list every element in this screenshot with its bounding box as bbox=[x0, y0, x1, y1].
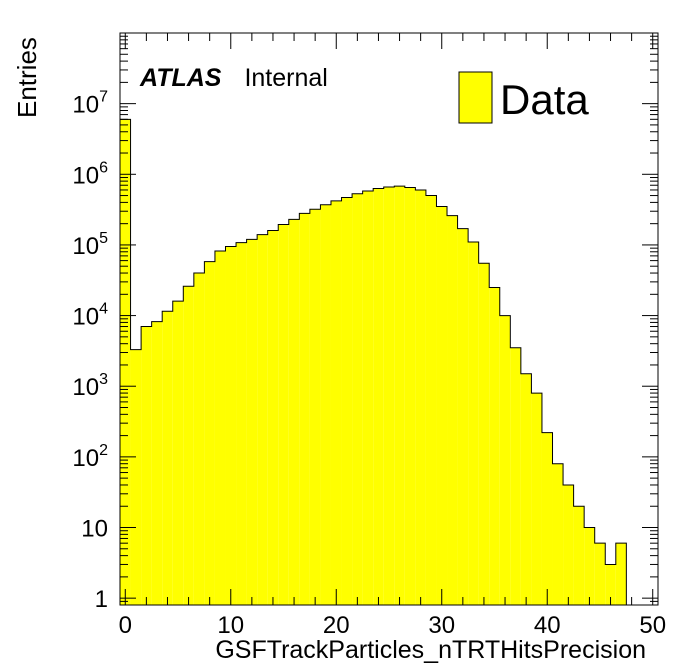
histogram-bar bbox=[520, 373, 532, 605]
histogram-bar bbox=[425, 195, 437, 605]
y-tick-label: 106 bbox=[72, 159, 108, 189]
histogram-bar bbox=[341, 197, 353, 605]
histogram-bar bbox=[225, 246, 237, 605]
histogram-bar bbox=[436, 206, 448, 605]
histogram-bar bbox=[594, 543, 606, 605]
y-tick-label: 102 bbox=[72, 442, 108, 472]
atlas-label-main: ATLAS bbox=[139, 64, 222, 92]
histogram-bar bbox=[541, 432, 553, 605]
y-axis-label: Entries bbox=[12, 37, 42, 118]
histogram-bar bbox=[531, 393, 542, 605]
histogram-bar bbox=[383, 187, 395, 605]
histogram-bar bbox=[204, 261, 215, 605]
histogram-bar bbox=[362, 191, 374, 605]
histogram-bar bbox=[183, 286, 194, 605]
atlas-label: ATLAS Internal bbox=[139, 64, 328, 92]
histogram-bar bbox=[257, 234, 268, 605]
x-tick-label: 40 bbox=[534, 612, 561, 639]
histogram-bar bbox=[457, 228, 469, 605]
histogram-bar bbox=[288, 219, 300, 605]
histogram-bar bbox=[214, 251, 226, 606]
histogram-bar bbox=[478, 263, 490, 605]
histogram-bar bbox=[573, 506, 585, 605]
x-tick-label: 0 bbox=[119, 612, 132, 639]
histogram-outline bbox=[119, 118, 658, 606]
histogram-bar bbox=[267, 230, 279, 605]
histogram-bar bbox=[151, 321, 163, 605]
legend-swatch-data bbox=[458, 71, 493, 124]
x-tick-label: 10 bbox=[217, 612, 244, 639]
histogram-bar bbox=[130, 349, 142, 605]
histogram-bar bbox=[278, 224, 289, 605]
y-tick-label: 104 bbox=[72, 301, 108, 331]
x-tick-label: 20 bbox=[323, 612, 350, 639]
histogram-bar bbox=[172, 301, 184, 605]
histogram-bar bbox=[299, 213, 310, 605]
histogram-bar bbox=[584, 527, 595, 605]
histogram-bar bbox=[309, 209, 321, 605]
histogram-bar bbox=[552, 463, 564, 605]
histogram-bar bbox=[246, 239, 258, 606]
atlas-label-sub: Internal bbox=[244, 64, 327, 92]
y-tick-label: 103 bbox=[72, 371, 108, 401]
y-tick-label: 10 bbox=[81, 516, 108, 543]
histogram-bar bbox=[373, 188, 384, 605]
y-tick-label: 105 bbox=[72, 230, 108, 260]
y-tick-label: 107 bbox=[72, 89, 108, 119]
histogram-bar bbox=[447, 215, 458, 605]
histogram-bar bbox=[352, 193, 363, 605]
histogram-bar bbox=[510, 347, 521, 605]
histogram-bars bbox=[120, 119, 627, 606]
histogram-bar bbox=[605, 564, 616, 605]
legend-label-data: Data bbox=[500, 76, 589, 123]
x-axis-ticks: 0 10 20 30 40 50 bbox=[119, 33, 666, 639]
histogram-bar bbox=[563, 484, 574, 605]
histogram-bar bbox=[394, 186, 405, 606]
histogram-bar bbox=[404, 187, 416, 605]
histogram-bar bbox=[320, 204, 331, 605]
histogram-bar bbox=[141, 326, 152, 605]
histogram-bar bbox=[499, 315, 511, 605]
histogram-bar bbox=[330, 200, 342, 605]
histogram-bar bbox=[193, 273, 205, 605]
histogram-bar bbox=[468, 242, 479, 605]
y-axis-ticks: 1 10 102 103 104 105 106 107 bbox=[72, 35, 658, 613]
x-axis-label: GSFTrackParticles_nTRTHitsPrecision bbox=[215, 636, 646, 664]
histogram-bar bbox=[120, 119, 131, 606]
histogram-bar bbox=[415, 189, 426, 605]
histogram-bar bbox=[489, 287, 500, 605]
x-tick-label: 50 bbox=[639, 612, 666, 639]
histogram-bar bbox=[162, 311, 173, 605]
histogram-bar bbox=[615, 543, 627, 605]
histogram-bar bbox=[236, 242, 247, 605]
x-tick-label: 30 bbox=[428, 612, 455, 639]
y-tick-label: 1 bbox=[95, 586, 108, 613]
